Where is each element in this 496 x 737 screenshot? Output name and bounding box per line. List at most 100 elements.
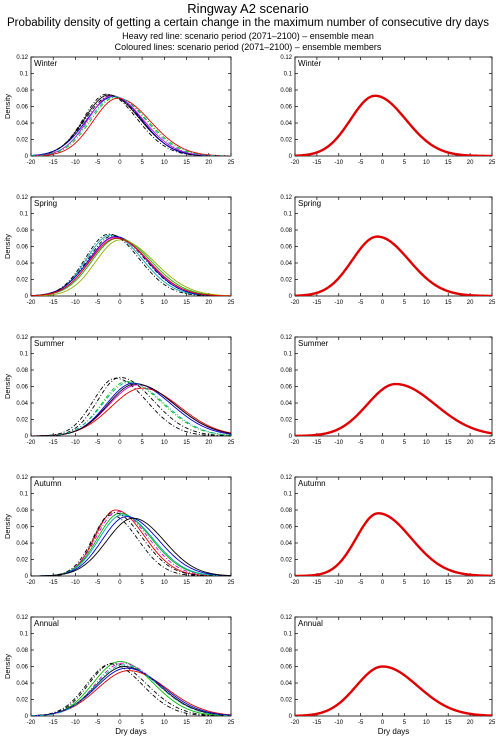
y-tick-label: 0.1 <box>284 72 293 78</box>
y-tick-label: 0.02 <box>16 138 28 144</box>
x-tick-label: -10 <box>71 580 80 586</box>
x-tick-label: -5 <box>358 720 364 726</box>
figure-title: Ringway A2 scenario <box>187 1 309 16</box>
y-tick-label: 0.12 <box>16 335 28 341</box>
x-axis-label: Dry days <box>378 727 410 736</box>
panel-autumn-ensemble-mean: -20 -15 -10 -5 0 5 10 15 20 25 0 0.02 0.04 0.06 0.08 0.… <box>280 475 496 586</box>
y-tick-label: 0.04 <box>16 681 28 687</box>
panel-summer-ensemble-mean: -20 -15 -10 -5 0 5 10 15 20 25 0 0.02 0.04 0.06 0.08 0.… <box>280 335 496 446</box>
ensemble-member-curve-5 <box>31 387 231 436</box>
y-tick-label: 0.02 <box>280 278 292 284</box>
ensemble-member-curve-8 <box>31 377 231 436</box>
x-tick-label: -5 <box>95 720 101 726</box>
x-tick-label: 10 <box>423 160 430 166</box>
x-tick-label: -15 <box>49 440 58 446</box>
y-axis-label: Density <box>3 654 12 679</box>
x-tick-label: -20 <box>291 300 300 306</box>
x-tick-label: -15 <box>313 720 322 726</box>
curves <box>295 665 492 716</box>
ensemble-member-curve-8 <box>31 96 231 156</box>
x-tick-label: -15 <box>313 160 322 166</box>
y-tick-label: 0.02 <box>280 418 292 424</box>
y-tick-label: 0.06 <box>16 665 28 671</box>
ensemble-member-curve-8 <box>31 664 231 716</box>
x-tick-label: 0 <box>381 720 385 726</box>
x-tick-label: -10 <box>334 580 343 586</box>
x-tick-label: 15 <box>183 160 190 166</box>
x-tick-label: 5 <box>403 440 407 446</box>
y-tick-label: 0.12 <box>16 195 28 201</box>
ensemble-member-curve-6 <box>31 516 231 576</box>
x-tick-label: 5 <box>140 300 144 306</box>
x-tick-label: 10 <box>161 720 168 726</box>
ensemble-member-curve-7 <box>31 233 231 296</box>
y-tick-label: 0.08 <box>280 368 292 374</box>
curves <box>31 661 231 716</box>
panel-winter-ensemble-mean: -20 -15 -10 -5 0 5 10 15 20 25 0 0.02 0.04 0.06 0.08 0.… <box>280 55 496 166</box>
ensemble-member-curve-6 <box>31 97 231 156</box>
y-tick-label: 0.06 <box>16 245 28 251</box>
y-tick-label: 0.1 <box>284 352 293 358</box>
y-tick-label: 0.06 <box>280 665 292 671</box>
x-tick-label: 10 <box>423 580 430 586</box>
ensemble-member-curve-7 <box>31 517 231 576</box>
x-tick-label: 15 <box>183 300 190 306</box>
x-tick-label: 20 <box>467 160 474 166</box>
x-tick-label: 20 <box>205 720 212 726</box>
x-tick-label: 25 <box>489 720 496 726</box>
x-tick-label: -20 <box>27 300 36 306</box>
ensemble-mean-curve <box>295 235 492 296</box>
y-tick-label: 0 <box>25 574 29 580</box>
ensemble-member-curve-7 <box>31 663 231 716</box>
x-tick-label: 5 <box>140 160 144 166</box>
x-tick-label: 15 <box>445 300 452 306</box>
y-tick-label: 0.08 <box>280 228 292 234</box>
plot-frame <box>30 476 232 577</box>
ensemble-member-curve-4 <box>31 384 231 436</box>
x-tick-label: 15 <box>445 720 452 726</box>
panel-spring-ensemble-mean: -20 -15 -10 -5 0 5 10 15 20 25 0 0.02 0.04 0.06 0.08 0.… <box>280 195 496 306</box>
x-tick-label: -15 <box>313 580 322 586</box>
x-tick-label: 25 <box>228 160 235 166</box>
x-tick-label: 0 <box>118 160 122 166</box>
x-tick-label: -20 <box>27 580 36 586</box>
panel-annual-ensemble-mean: -20 -15 -10 -5 0 5 10 15 20 25 0 0.02 0.04 0.06 0.08 0.… <box>280 615 496 736</box>
season-label: Spring <box>298 199 321 208</box>
ensemble-member-curve-7 <box>31 93 231 156</box>
y-tick-label: 0.08 <box>280 508 292 514</box>
y-tick-label: 0 <box>289 574 293 580</box>
y-tick-label: 0.02 <box>16 558 28 564</box>
x-tick-label: 0 <box>381 580 385 586</box>
x-tick-label: -15 <box>49 160 58 166</box>
season-label: Winter <box>298 59 321 68</box>
x-tick-label: -10 <box>71 440 80 446</box>
curves <box>31 233 231 296</box>
y-tick-label: 0 <box>25 154 29 160</box>
x-tick-label: -10 <box>71 160 80 166</box>
y-tick-label: 0.1 <box>284 492 293 498</box>
y-tick-label: 0.1 <box>20 632 29 638</box>
y-tick-label: 0.08 <box>16 368 28 374</box>
y-tick-label: 0.04 <box>280 541 292 547</box>
ensemble-member-curve-5 <box>31 670 231 716</box>
y-tick-label: 0.08 <box>280 88 292 94</box>
ensemble-member-curve-8 <box>31 237 231 296</box>
ensemble-member-curve-2 <box>31 381 231 436</box>
y-tick-label: 0.04 <box>16 121 28 127</box>
x-tick-label: -5 <box>358 440 364 446</box>
panel-summer-ensemble-members: -20 -15 -10 -5 0 5 10 15 20 25 0 0.02 0.04 0.06 0.08 0.… <box>3 335 235 446</box>
y-tick-label: 0.02 <box>16 278 28 284</box>
season-label: Annual <box>34 619 59 628</box>
ensemble-mean-curve <box>295 512 492 576</box>
x-tick-label: 25 <box>489 160 496 166</box>
x-tick-label: -20 <box>27 160 36 166</box>
season-label: Autumn <box>298 479 326 488</box>
y-tick-label: 0.12 <box>280 475 292 481</box>
x-tick-label: -20 <box>27 720 36 726</box>
x-tick-label: 10 <box>161 160 168 166</box>
x-tick-label: -15 <box>313 300 322 306</box>
x-tick-label: 10 <box>161 440 168 446</box>
ensemble-member-curve-3 <box>31 511 231 576</box>
x-tick-label: 5 <box>403 580 407 586</box>
y-tick-label: 0.06 <box>280 245 292 251</box>
